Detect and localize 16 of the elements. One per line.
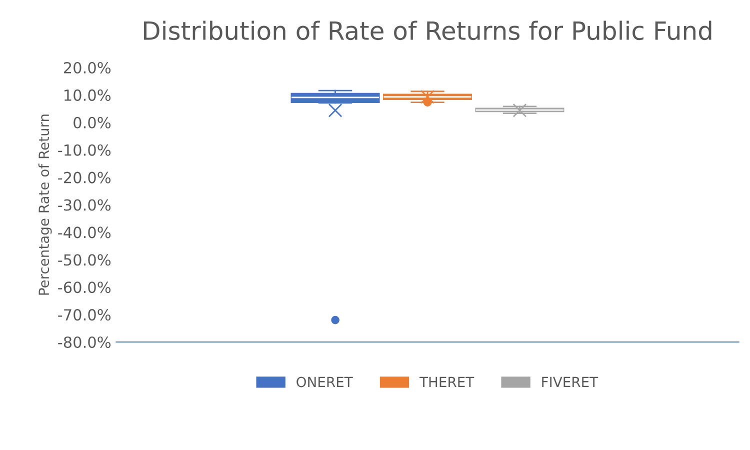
legend-label: FIVERET <box>542 376 598 388</box>
y-tick-label: -20.0% <box>58 172 111 184</box>
y-tick-label: -30.0% <box>58 199 111 211</box>
y-tick-label: -70.0% <box>58 309 111 321</box>
legend-label: ONERET <box>296 376 353 388</box>
chart-title: Distribution of Rate of Returns for Public Fund <box>144 20 712 40</box>
y-axis-title: Percentage Rate of Return <box>38 114 52 295</box>
y-tick-label: -40.0% <box>58 226 111 238</box>
y-tick-label: -80.0% <box>58 336 111 348</box>
y-tick-label: -60.0% <box>58 282 111 294</box>
y-tick-label: -50.0% <box>58 254 111 266</box>
y-tick-label: 20.0% <box>64 62 111 74</box>
y-tick-label: 0.0% <box>74 116 111 128</box>
legend-label: THERET <box>419 376 474 388</box>
y-tick-label: -10.0% <box>58 144 111 156</box>
y-tick-label: 10.0% <box>64 89 111 101</box>
